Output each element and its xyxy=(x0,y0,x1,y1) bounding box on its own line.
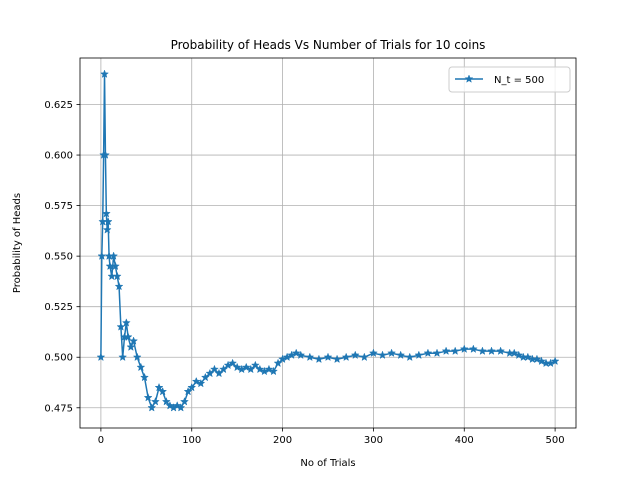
data-point xyxy=(305,352,315,362)
data-point xyxy=(123,332,133,341)
data-point xyxy=(323,352,333,362)
data-point xyxy=(102,225,112,234)
y-tick-label: 0.525 xyxy=(44,302,73,313)
ticks: 0 100 200 300 400 500 0.475 0.500 0.525 0.550 0.57… xyxy=(44,100,564,446)
grid xyxy=(80,58,576,428)
y-tick-label: 0.575 xyxy=(44,201,73,212)
data-point xyxy=(228,358,238,368)
data-point xyxy=(232,362,242,372)
y-tick-label: 0.500 xyxy=(44,353,73,364)
data-point xyxy=(136,362,146,372)
data-point xyxy=(172,401,182,410)
x-tick-label: 200 xyxy=(273,435,292,446)
data-point xyxy=(150,397,160,406)
data-point xyxy=(314,354,324,364)
x-tick-label: 400 xyxy=(455,435,474,446)
data-point xyxy=(103,217,113,226)
data-point xyxy=(441,346,451,355)
data-point xyxy=(179,397,189,406)
x-tick-label: 300 xyxy=(364,435,383,446)
data-point xyxy=(250,360,260,370)
legend: N_t = 500 xyxy=(448,66,571,93)
data-point xyxy=(432,348,442,357)
data-point xyxy=(423,348,433,358)
data-point xyxy=(154,382,164,392)
data-point xyxy=(368,348,378,357)
legend-label: N_t = 500 xyxy=(494,75,544,86)
data-point xyxy=(514,350,524,360)
data-point xyxy=(126,342,136,351)
data-point xyxy=(350,350,360,360)
data-point xyxy=(450,346,460,355)
data-point xyxy=(118,352,128,362)
data-point xyxy=(550,356,560,366)
data-point xyxy=(132,352,142,362)
data-point xyxy=(116,322,126,331)
x-axis-label: No of Trials xyxy=(300,458,355,469)
x-tick-label: 500 xyxy=(546,435,565,446)
series-layer xyxy=(96,69,560,412)
data-point xyxy=(296,350,306,360)
data-point xyxy=(183,386,193,396)
data-point xyxy=(396,350,406,360)
data-point xyxy=(496,346,506,355)
data-point xyxy=(143,392,153,402)
y-tick-label: 0.475 xyxy=(44,403,73,414)
data-point xyxy=(110,261,120,271)
data-point xyxy=(121,318,131,327)
data-point xyxy=(109,251,119,260)
data-point xyxy=(158,386,168,396)
chart-title: Probability of Heads Vs Number of Trials… xyxy=(171,38,486,52)
data-point xyxy=(165,401,175,410)
data-point xyxy=(291,348,301,358)
data-point xyxy=(269,366,278,376)
data-point xyxy=(378,350,387,360)
data-point xyxy=(196,378,206,388)
data-point xyxy=(101,208,111,218)
y-axis-label: Probability of Heads xyxy=(12,193,23,293)
data-point xyxy=(147,403,157,412)
data-point xyxy=(209,364,219,374)
y-tick-label: 0.550 xyxy=(44,252,73,263)
legend-marker-star-icon xyxy=(464,74,474,83)
data-point xyxy=(176,403,186,412)
data-point xyxy=(187,382,197,392)
x-tick-label: 0 xyxy=(98,435,104,446)
data-point xyxy=(97,251,107,260)
data-point xyxy=(359,352,369,362)
data-point xyxy=(487,346,496,355)
data-point xyxy=(100,69,109,78)
x-tick-label: 100 xyxy=(182,435,201,446)
data-point xyxy=(468,344,478,353)
data-point xyxy=(341,352,351,362)
data-point xyxy=(114,281,124,291)
data-point xyxy=(100,150,110,159)
data-point xyxy=(112,271,122,281)
plot-frame xyxy=(79,57,577,429)
data-point xyxy=(161,397,171,406)
data-point xyxy=(140,372,149,382)
data-point xyxy=(264,364,274,374)
data-point xyxy=(405,352,415,362)
y-tick-label: 0.600 xyxy=(44,151,73,162)
data-point xyxy=(96,352,106,362)
data-point xyxy=(255,364,265,374)
data-point xyxy=(129,336,139,345)
data-point xyxy=(332,354,342,364)
data-point xyxy=(537,356,546,366)
y-tick-label: 0.625 xyxy=(44,100,73,111)
data-point xyxy=(532,354,542,364)
data-point xyxy=(459,344,469,353)
data-point xyxy=(509,348,519,358)
data-point xyxy=(523,352,533,362)
data-point xyxy=(191,376,201,386)
data-point xyxy=(387,348,397,357)
data-point xyxy=(414,350,424,360)
data-point xyxy=(241,362,251,372)
data-point xyxy=(477,346,487,355)
legend-box xyxy=(448,66,571,93)
